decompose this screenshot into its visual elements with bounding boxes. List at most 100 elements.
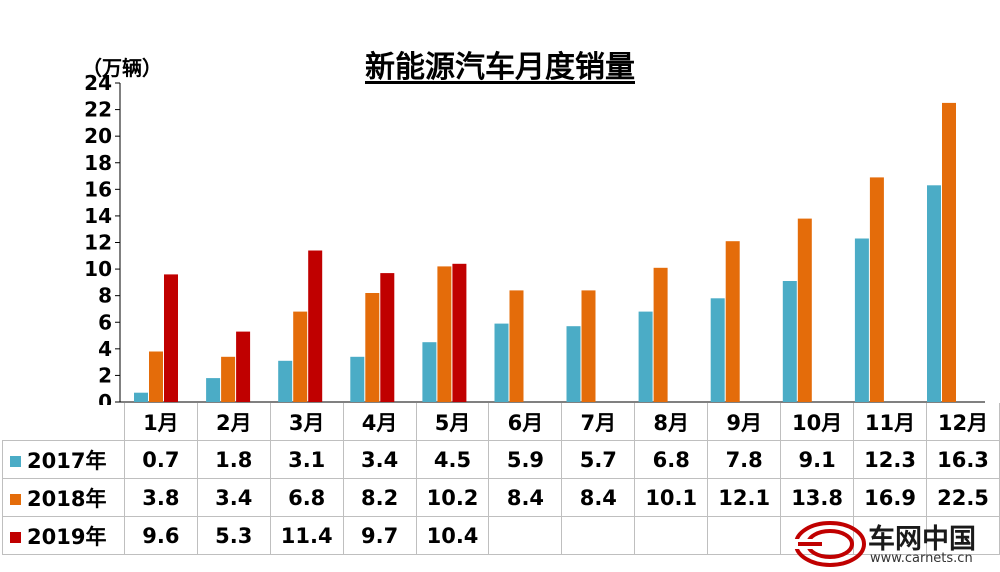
x-tick-label-5月: 5月 [415, 403, 490, 441]
bar-2018年-3月 [293, 311, 308, 402]
x-tick-label-6月: 6月 [488, 403, 563, 441]
bar-2019年-1月 [164, 274, 178, 402]
legend-swatch [10, 494, 21, 505]
table-header-row: 1月 2月 3月 4月 5月 6月 7月 8月 9月 10月 11月 12月 [2, 403, 1000, 441]
table-cell-2017年-3月: 3.1 [269, 440, 344, 479]
table-cell-2019年-7月 [561, 516, 636, 555]
watermark-name: 车网中国 [868, 524, 976, 555]
chart-title: 新能源汽车月度销量 [365, 50, 635, 85]
legend-swatch [10, 532, 21, 543]
y-tick-label-8: 8 [98, 284, 112, 308]
carnets-logo-icon [794, 521, 866, 567]
bar-2017年-8月 [638, 311, 653, 402]
y-tick-label-10: 10 [84, 257, 112, 281]
y-tick-label-22: 22 [84, 98, 112, 122]
legend-label: 2019年 [27, 524, 107, 549]
bar-2017年-1月 [134, 392, 148, 402]
table-cell-2018年-5月: 10.2 [415, 478, 490, 517]
bar-2018年-11月 [869, 177, 884, 402]
table-cell-2017年-11月: 12.3 [853, 440, 928, 479]
table-cell-2019年-1月: 9.6 [123, 516, 198, 555]
legend-entry-2019年: 2019年 [2, 516, 125, 555]
y-tick-label-2: 2 [98, 363, 112, 387]
bar-2017年-7月 [566, 326, 581, 402]
bar-2017年-3月 [278, 360, 293, 402]
table-cell-2017年-12月: 16.3 [926, 440, 1000, 479]
legend-label: 2018年 [27, 486, 107, 511]
bar-2019年-4月 [380, 273, 395, 402]
x-tick-label-3月: 3月 [269, 403, 344, 441]
x-tick-label-4月: 4月 [342, 403, 417, 441]
x-tick-label-1月: 1月 [123, 403, 198, 441]
table-cell-2019年-12月 [926, 516, 1000, 555]
table-cell-2018年-10月: 13.8 [780, 478, 855, 517]
bar-2017年-10月 [782, 281, 797, 402]
bar-2017年-5月 [422, 342, 437, 402]
table-cell-2017年-2月: 1.8 [196, 440, 271, 479]
table-cell-2018年-3月: 6.8 [269, 478, 344, 517]
bar-2017年-2月 [206, 378, 221, 402]
y-tick-label-24: 24 [84, 71, 112, 95]
bar-2019年-2月 [236, 331, 251, 402]
x-tick-label-10月: 10月 [780, 403, 855, 441]
bar-2018年-9月 [725, 241, 740, 402]
y-tick-label-4: 4 [98, 337, 112, 361]
x-tick-label-2月: 2月 [196, 403, 271, 441]
table-cell-2019年-2月: 5.3 [196, 516, 271, 555]
table-cell-2018年-9月: 12.1 [707, 478, 782, 517]
table-corner [2, 403, 125, 441]
y-tick-label-14: 14 [84, 204, 112, 228]
y-tick-label-0: 0 [98, 390, 112, 405]
bar-2017年-11月 [854, 238, 869, 402]
table-row: 2019年 9.6 5.3 11.4 9.7 10.4 [2, 516, 1000, 555]
table-cell-2019年-3月: 11.4 [269, 516, 344, 555]
table-cell-2018年-11月: 16.9 [853, 478, 928, 517]
table-cell-2017年-5月: 4.5 [415, 440, 490, 479]
bar-2017年-4月 [350, 356, 365, 402]
bar-2018年-1月 [149, 351, 163, 402]
x-tick-label-12月: 12月 [926, 403, 1000, 441]
y-tick-label-6: 6 [98, 310, 112, 334]
table-cell-2017年-6月: 5.9 [488, 440, 563, 479]
table-cell-2019年-4月: 9.7 [342, 516, 417, 555]
legend-entry-2017年: 2017年 [2, 440, 125, 479]
legend-entry-2018年: 2018年 [2, 478, 125, 517]
bar-2017年-6月 [494, 323, 509, 402]
table-cell-2017年-8月: 6.8 [634, 440, 709, 479]
table-cell-2017年-4月: 3.4 [342, 440, 417, 479]
table-cell-2018年-7月: 8.4 [561, 478, 636, 517]
table-cell-2017年-1月: 0.7 [123, 440, 198, 479]
x-tick-label-11月: 11月 [853, 403, 928, 441]
bar-2017年-12月 [927, 185, 941, 402]
table-cell-2018年-6月: 8.4 [488, 478, 563, 517]
watermark-logo: 车网中国 www.carnets.cn [790, 515, 995, 570]
bar-2018年-7月 [581, 290, 596, 402]
bar-2019年-3月 [308, 250, 323, 402]
y-tick-label-12: 12 [84, 231, 112, 255]
legend-label: 2017年 [27, 448, 107, 473]
table-row: 2017年 0.7 1.8 3.1 3.4 4.5 5.9 5.7 6.8 7.8 9.1 12.3 1… [2, 440, 1000, 479]
x-tick-label-7月: 7月 [561, 403, 636, 441]
bar-2019年-5月 [452, 263, 467, 402]
y-tick-label-18: 18 [84, 151, 112, 175]
table-cell-2018年-2月: 3.4 [196, 478, 271, 517]
table-cell-2018年-4月: 8.2 [342, 478, 417, 517]
bar-2018年-5月 [437, 266, 452, 402]
bar-2018年-10月 [797, 218, 812, 402]
bar-2018年-4月 [365, 293, 380, 402]
bar-2018年-12月 [942, 102, 956, 403]
table-cell-2018年-12月: 22.5 [926, 478, 1000, 517]
data-table: 1月 2月 3月 4月 5月 6月 7月 8月 9月 10月 11月 12月 2017年 0.7 1.8 3.… [2, 403, 1000, 555]
x-tick-label-9月: 9月 [707, 403, 782, 441]
bar-2018年-8月 [653, 267, 668, 402]
y-tick-label-20: 20 [84, 124, 112, 148]
table-cell-2019年-6月 [488, 516, 563, 555]
table-cell-2019年-11月 [853, 516, 928, 555]
bar-2018年-6月 [509, 290, 524, 402]
table-cell-2017年-10月: 9.1 [780, 440, 855, 479]
x-tick-label-8月: 8月 [634, 403, 709, 441]
table-cell-2019年-8月 [634, 516, 709, 555]
bar-2017年-9月 [710, 298, 725, 402]
watermark-url: www.carnets.cn [870, 551, 973, 566]
